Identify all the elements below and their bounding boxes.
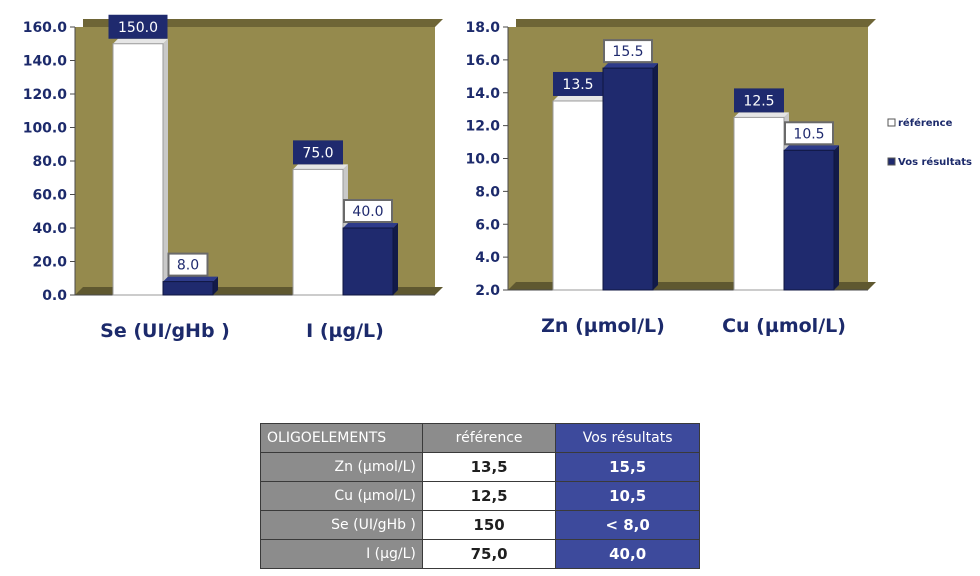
bar-side xyxy=(393,223,398,295)
y-tick-label: 16.0 xyxy=(465,53,500,69)
legend-swatch-results xyxy=(887,157,896,166)
legend-swatch-reference xyxy=(887,118,896,127)
y-tick-label: 6.0 xyxy=(475,217,500,233)
header-reference: référence xyxy=(421,423,557,453)
bar-side xyxy=(653,63,658,290)
y-tick-label: 80.0 xyxy=(32,154,67,170)
row-result: 40,0 xyxy=(555,539,700,569)
bar-side xyxy=(213,276,218,295)
data-label-box xyxy=(784,121,834,146)
bar-top xyxy=(113,38,168,44)
row-name: Cu (µmol/L) xyxy=(260,481,423,511)
chart-2: 2.0 4.0 6.0 8.0 10.0 12.0 14.0 16.0 18.0 13.5 12.5… xyxy=(465,19,972,337)
data-label: 15.5 xyxy=(612,44,643,60)
category-label: I (µg/L) xyxy=(306,320,384,342)
row-result: < 8,0 xyxy=(555,510,700,540)
bar-top xyxy=(293,164,348,170)
bar-top xyxy=(784,145,839,151)
y-tick-label: 8.0 xyxy=(475,184,500,200)
bar-reference xyxy=(552,100,604,291)
bar-result xyxy=(162,281,214,296)
bar-result xyxy=(602,67,654,291)
y-tick-label: 140.0 xyxy=(23,54,68,70)
data-label: 75.0 xyxy=(302,145,333,161)
oligo-table: OLIGOELEMENTS référence Vos résultats Zn… xyxy=(260,423,700,569)
data-label-box xyxy=(108,14,168,39)
category-label: Zn (µmol/L) xyxy=(541,315,665,337)
y-tick-label: 2.0 xyxy=(475,283,500,299)
table-row: I (µg/L) 75,0 40,0 xyxy=(260,539,700,569)
legend-label: référence xyxy=(898,117,953,129)
data-label-box xyxy=(734,88,784,113)
y-tick-label: 10.0 xyxy=(465,152,500,168)
data-label: 13.5 xyxy=(562,77,593,93)
table-header-row: OLIGOELEMENTS référence Vos résultats xyxy=(260,423,700,453)
bar-reference xyxy=(292,168,344,296)
bar-top xyxy=(734,112,789,118)
bar-result xyxy=(783,149,835,291)
header-oligoelements: OLIGOELEMENTS xyxy=(260,423,423,453)
data-label-box xyxy=(603,39,653,64)
data-label: 150.0 xyxy=(118,20,158,36)
row-reference: 75,0 xyxy=(421,539,557,569)
category-label: Se (UI/gHb ) xyxy=(100,320,230,342)
bar-reference xyxy=(733,116,785,291)
y-tick-label: 18.0 xyxy=(465,20,500,36)
chart-1: 0.0 20.0 40.0 60.0 80.0 100.0 120.0 140.0 160.0 1… xyxy=(23,14,443,342)
row-reference: 150 xyxy=(421,510,557,540)
legend-label: Vos résultats xyxy=(898,156,972,168)
legend: référence Vos résultats xyxy=(887,117,972,168)
y-tick-label: 20.0 xyxy=(32,255,67,271)
row-name: Se (UI/gHb ) xyxy=(260,510,423,540)
y-tick-label: 60.0 xyxy=(32,188,67,204)
y-tick-label: 0.0 xyxy=(42,288,67,304)
bar-side xyxy=(163,38,168,295)
data-label-box xyxy=(293,140,343,165)
y-tick-label: 120.0 xyxy=(23,87,68,103)
row-name: Zn (µmol/L) xyxy=(260,452,423,482)
table-row: Cu (µmol/L) 12,5 10,5 xyxy=(260,481,700,511)
bar-top xyxy=(343,223,398,228)
data-label: 8.0 xyxy=(177,258,199,274)
row-result: 10,5 xyxy=(555,481,700,511)
data-label-box xyxy=(343,199,393,223)
table-row: Se (UI/gHb ) 150 < 8,0 xyxy=(260,510,700,540)
row-reference: 12,5 xyxy=(421,481,557,511)
bar-top xyxy=(603,63,658,69)
y-tick-label: 4.0 xyxy=(475,250,500,266)
data-label-box xyxy=(553,71,603,96)
row-result: 15,5 xyxy=(555,452,700,482)
bar-top xyxy=(553,95,608,101)
row-name: I (µg/L) xyxy=(260,539,423,569)
bar-side xyxy=(834,145,839,290)
bar-reference xyxy=(112,43,164,296)
header-results: Vos résultats xyxy=(555,423,700,453)
y-tick-label: 12.0 xyxy=(465,119,500,135)
bar-result xyxy=(342,227,394,296)
y-tick-label: 160.0 xyxy=(23,20,68,36)
table-row: Zn (µmol/L) 13,5 15,5 xyxy=(260,452,700,482)
bar-top xyxy=(163,276,218,282)
data-label: 40.0 xyxy=(352,204,383,220)
data-label: 12.5 xyxy=(743,93,774,109)
data-label: 10.5 xyxy=(793,126,824,142)
charts-canvas: 0.0 20.0 40.0 60.0 80.0 100.0 120.0 140.0 160.0 1… xyxy=(23,14,972,342)
data-label-box xyxy=(167,252,209,277)
y-tick-label: 14.0 xyxy=(465,86,500,102)
row-reference: 13,5 xyxy=(421,452,557,482)
category-label: Cu (µmol/L) xyxy=(722,315,846,337)
y-tick-label: 100.0 xyxy=(23,121,68,137)
y-tick-label: 40.0 xyxy=(32,221,67,237)
